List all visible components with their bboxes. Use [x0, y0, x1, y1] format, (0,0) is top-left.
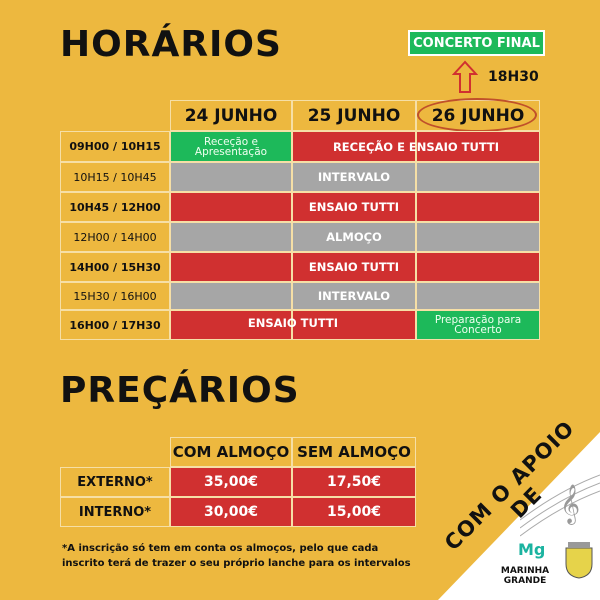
svg-text:𝄞: 𝄞	[560, 484, 580, 525]
day-header: 25 JUNHO	[292, 100, 416, 131]
price-value: 17,50€	[292, 467, 416, 497]
price-row-label: INTERNO*	[60, 497, 170, 527]
ensaio-cell: ENSAIO TUTTI	[292, 192, 416, 222]
ensaio-cell: ENSAIO TUTTI	[292, 252, 416, 282]
ensaio-label: ENSAIO TUTTI	[247, 316, 339, 330]
schedule-cell	[170, 162, 292, 192]
prices-title: PREÇÁRIOS	[60, 370, 300, 411]
schedule-cell	[292, 310, 416, 340]
rececao-apresentacao-cell: Receção e Apresentação	[170, 131, 292, 162]
price-header: COM ALMOÇO	[170, 437, 292, 467]
schedule-title: HORÁRIOS	[60, 24, 282, 65]
almoco-cell: ALMOÇO	[292, 222, 416, 252]
price-value: 35,00€	[170, 467, 292, 497]
rececao-ensaio-label: RECEÇÃO E ENSAIO TUTTI	[332, 140, 500, 154]
time-slot: 15H30 / 16H00	[60, 282, 170, 310]
schedule-cell	[416, 282, 540, 310]
time-slot: 10H45 / 12H00	[60, 192, 170, 222]
highlight-circle	[417, 98, 537, 132]
marinha-grande-logo: Mg	[518, 540, 546, 559]
time-slot: 09H00 / 10H15	[60, 131, 170, 162]
time-slot: 16H00 / 17H30	[60, 310, 170, 340]
schedule-cell	[292, 131, 416, 162]
prices-note: *A inscrição só tem em conta os almoços,…	[62, 543, 411, 569]
schedule-cell	[170, 282, 292, 310]
concert-final-badge: CONCERTO FINAL	[408, 30, 545, 56]
schedule-cell	[170, 192, 292, 222]
intervalo-cell: INTERVALO	[292, 162, 416, 192]
schedule-cell	[416, 162, 540, 192]
sponsor-name: MARINHA GRANDE	[500, 566, 550, 586]
time-slot: 14H00 / 15H30	[60, 252, 170, 282]
price-value: 30,00€	[170, 497, 292, 527]
schedule-cell	[416, 222, 540, 252]
preparacao-cell: Preparação para Concerto	[416, 310, 540, 340]
price-row-label: EXTERNO*	[60, 467, 170, 497]
arrow-up-icon	[452, 60, 478, 93]
time-slot: 12H00 / 14H00	[60, 222, 170, 252]
schedule-cell	[416, 131, 540, 162]
coat-of-arms-icon	[565, 542, 593, 579]
intervalo-cell: INTERVALO	[292, 282, 416, 310]
concert-time: 18H30	[488, 69, 539, 85]
schedule-cell	[170, 252, 292, 282]
price-header: SEM ALMOÇO	[292, 437, 416, 467]
schedule-cell	[170, 310, 292, 340]
schedule-cell	[170, 222, 292, 252]
time-slot: 10H15 / 10H45	[60, 162, 170, 192]
schedule-cell	[416, 252, 540, 282]
day-header: 24 JUNHO	[170, 100, 292, 131]
music-notes-icon: 𝄞	[520, 474, 600, 537]
schedule-cell	[416, 192, 540, 222]
price-value: 15,00€	[292, 497, 416, 527]
